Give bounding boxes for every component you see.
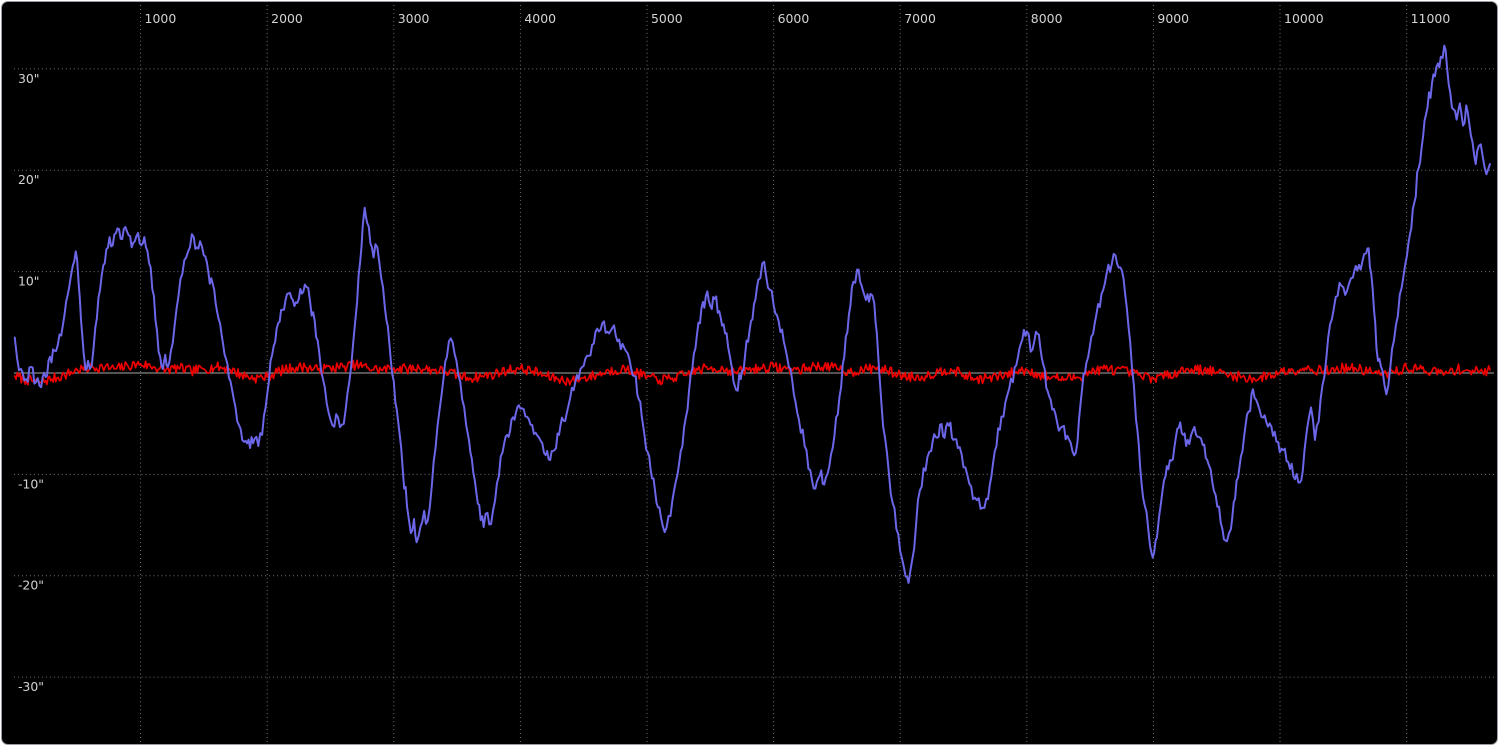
y-tick-label: -10" bbox=[18, 476, 44, 491]
y-tick-label: -30" bbox=[18, 679, 44, 694]
x-tick-label: 9000 bbox=[1157, 11, 1189, 26]
y-tick-label: 20" bbox=[18, 172, 40, 187]
x-tick-label: 3000 bbox=[398, 11, 430, 26]
blue-trace bbox=[13, 44, 1491, 584]
x-tick-label: 11000 bbox=[1411, 11, 1451, 26]
x-tick-label: 10000 bbox=[1284, 11, 1324, 26]
x-tick-label: 4000 bbox=[524, 11, 556, 26]
red-trace bbox=[13, 359, 1491, 386]
x-tick-label: 5000 bbox=[651, 11, 683, 26]
x-tick-label: 8000 bbox=[1031, 11, 1063, 26]
y-tick-label: -20" bbox=[18, 578, 44, 593]
x-tick-label: 1000 bbox=[145, 11, 177, 26]
y-tick-label: 10" bbox=[18, 274, 40, 289]
x-tick-label: 7000 bbox=[904, 11, 936, 26]
x-tick-label: 2000 bbox=[271, 11, 303, 26]
y-tick-label: 30" bbox=[18, 71, 40, 86]
x-tick-label: 6000 bbox=[778, 11, 810, 26]
